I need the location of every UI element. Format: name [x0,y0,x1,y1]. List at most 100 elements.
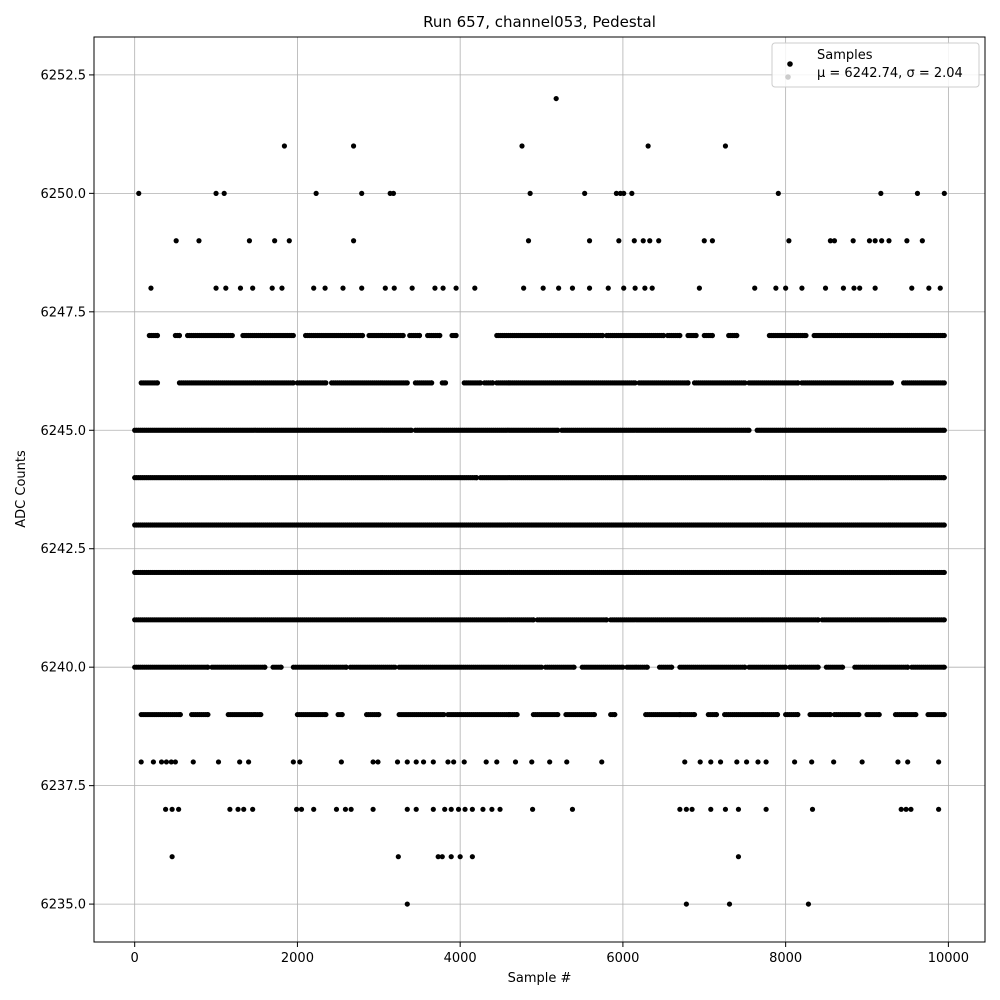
data-point [827,711,833,718]
data-point [462,806,468,812]
data-point [613,190,619,196]
data-point [439,854,445,860]
data-point [441,711,447,718]
data-point [150,759,156,765]
data-point [795,711,801,718]
y-tick-label: 6252.5 [41,68,87,83]
data-point [272,238,278,244]
data-point [599,332,606,339]
data-point [898,806,904,812]
data-point [269,285,275,291]
legend-marker-stats [785,74,791,80]
data-point [229,332,235,339]
data-point [763,759,769,765]
data-point [773,285,779,291]
data-point [176,806,182,812]
data-point [409,285,415,291]
data-point [936,759,942,765]
data-point [338,759,344,765]
data-point [343,664,349,670]
data-point [886,238,892,244]
data-point [223,285,229,291]
data-point [840,285,847,291]
data-point [913,711,919,718]
data-point [250,806,256,812]
data-point [903,806,909,812]
data-point [569,806,576,812]
data-point [311,285,317,291]
data-point [629,190,635,196]
data-point [221,190,227,196]
data-point [540,285,546,291]
data-point [342,806,349,812]
data-point [376,711,382,718]
data-point [148,285,154,291]
data-point [279,285,285,291]
x-tick-label: 0 [131,951,139,966]
data-point [472,285,478,291]
data-point [512,759,519,765]
data-point [604,617,610,623]
data-point [430,806,436,812]
data-point [941,617,947,623]
data-point [850,238,856,244]
data-point [404,759,410,765]
data-point [429,380,435,386]
data-point [831,759,837,765]
data-point [656,238,662,244]
data-point [632,285,638,291]
data-point [290,759,296,765]
data-point [795,380,801,386]
data-point [631,238,637,244]
data-point [620,664,626,670]
data-point [775,190,781,196]
data-point [390,190,397,196]
data-point [904,238,910,244]
data-point [457,854,463,860]
data-point [895,759,901,765]
data-point [258,711,264,718]
data-point [205,711,211,718]
data-point [941,190,947,196]
x-tick-label: 8000 [769,951,802,966]
data-point [375,759,381,765]
data-point [621,285,627,291]
data-point [313,190,319,196]
y-axis-label: ADC Counts [14,450,29,528]
data-point [582,190,588,196]
data-point [350,238,357,244]
data-point [696,285,702,291]
y-tick-label: 6240.0 [41,661,87,676]
data-point [461,759,467,765]
data-point [722,143,729,149]
data-point [445,759,451,765]
x-tick-label: 2000 [281,951,314,966]
data-point [905,664,911,670]
data-point [286,238,292,244]
data-point [701,238,707,244]
data-point [413,759,419,765]
data-point [400,332,406,339]
axis-ticks: 0 2000 4000 6000 8000 10000 6235.0 6237.5 6240.0… [41,68,970,966]
data-point [490,380,496,386]
data-point [451,759,457,765]
data-point [697,759,703,765]
data-point [190,759,196,765]
data-point [158,759,165,765]
data-point [803,332,809,339]
data-point [404,901,410,907]
data-point [677,806,683,812]
data-point [713,711,720,718]
data-point [919,238,925,244]
data-point [392,664,398,670]
legend-label-stats: μ = 6242.74, σ = 2.04 [817,66,963,81]
data-point [791,759,798,765]
data-point [908,806,914,812]
x-tick-label: 10000 [928,951,969,966]
data-point [941,522,947,528]
data-point [878,190,884,196]
data-point [448,854,454,860]
data-point [455,806,462,812]
data-point [227,806,233,812]
data-point [322,285,328,291]
